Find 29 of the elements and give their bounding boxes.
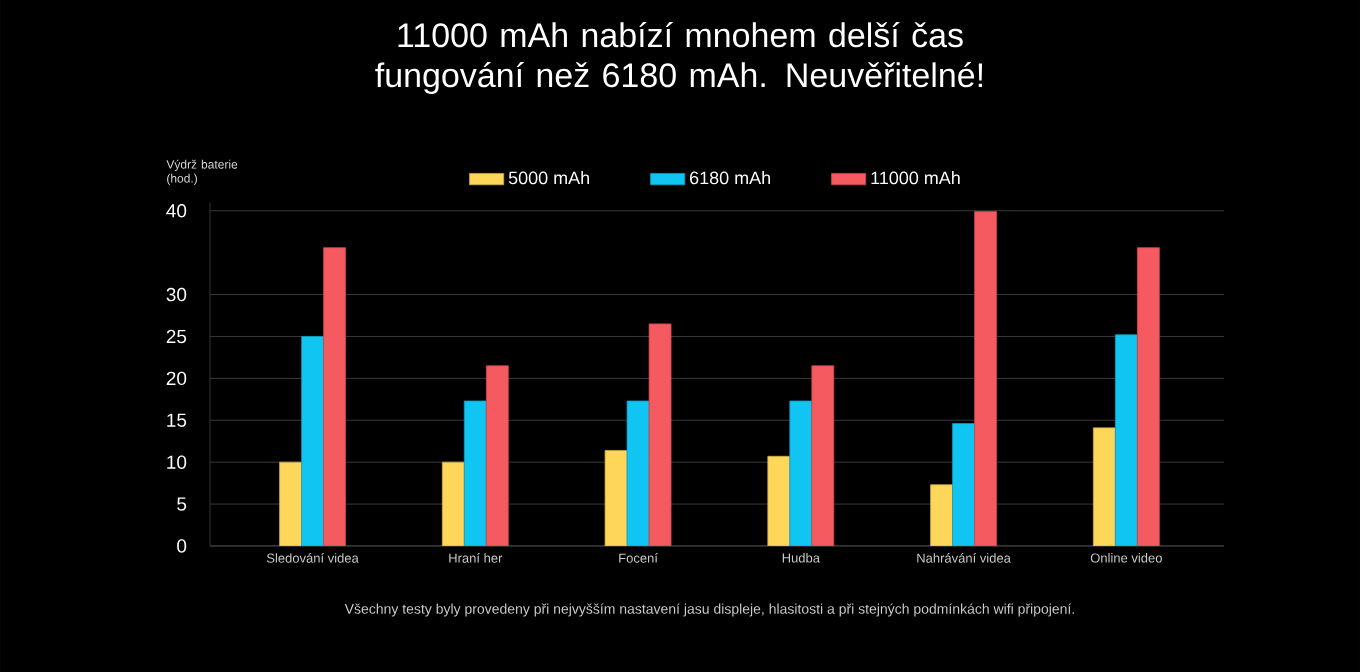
- bar: [1092, 427, 1116, 546]
- bar: [767, 455, 791, 546]
- y-tick-label: 15: [167, 413, 187, 427]
- y-tick-label: 0: [177, 539, 187, 553]
- bar: [279, 461, 302, 546]
- bar: [441, 461, 465, 546]
- legend-label: 6180 mAh: [690, 171, 770, 185]
- bar: [930, 484, 953, 546]
- y-tick-label: 40: [166, 204, 187, 218]
- bar: [323, 247, 346, 546]
- bar: [952, 423, 975, 546]
- legend-label: 5000 mAh: [508, 171, 589, 185]
- bar: [789, 400, 813, 546]
- bar: [974, 211, 997, 546]
- bar: [626, 400, 650, 546]
- bar: [1114, 334, 1138, 546]
- bar: [485, 365, 509, 546]
- y-tick-label: 25: [166, 329, 187, 344]
- bar: [463, 400, 487, 546]
- bar: [811, 365, 835, 546]
- bar: [301, 336, 324, 546]
- y-tick-label: 5: [177, 497, 187, 511]
- legend-label: 11000 mAh: [871, 171, 960, 185]
- bar: [648, 323, 672, 546]
- y-tick-label: 20: [166, 371, 187, 386]
- chart-title: 11000 mAh nabízí mnohem delší čas fungování než 6180 mAh. Neuvěřitelné!: [375, 21, 983, 95]
- y-tick-label: 30: [166, 287, 187, 302]
- y-tick-label: 10: [167, 455, 187, 469]
- bar: [1136, 247, 1160, 546]
